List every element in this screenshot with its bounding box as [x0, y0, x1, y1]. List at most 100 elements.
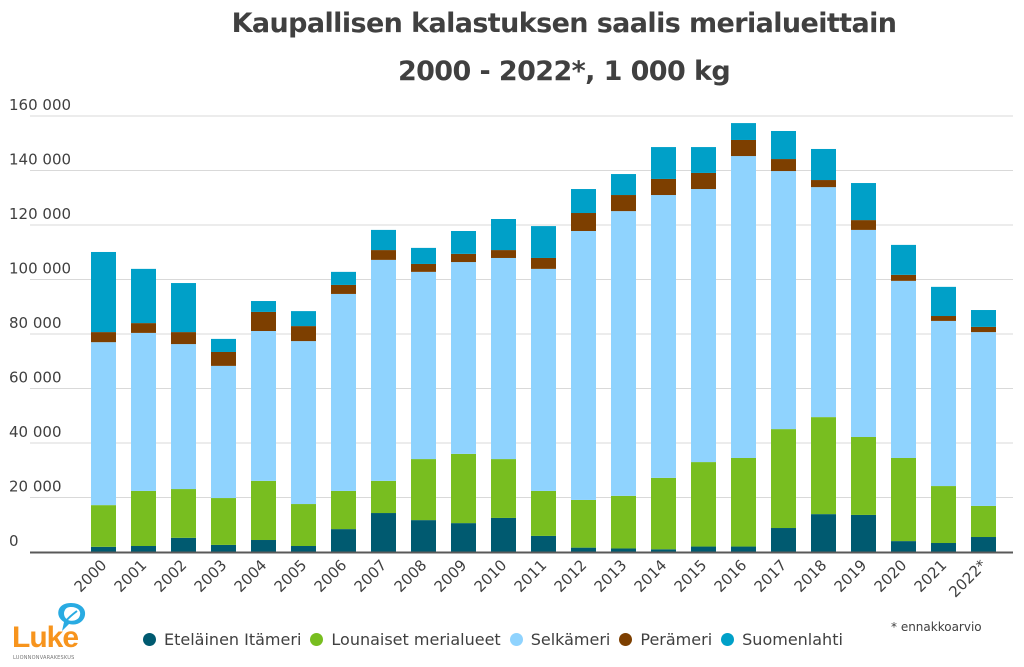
- bar-segment: [971, 332, 996, 506]
- bar-segment: [491, 219, 516, 251]
- bar-stack: [331, 271, 356, 552]
- x-tick-label: 2017: [751, 556, 791, 596]
- bar-segment: [411, 263, 436, 272]
- chart-subtitle: 2000 - 2022*, 1 000 kg: [397, 56, 731, 87]
- bar-segment: [251, 301, 276, 312]
- bar-segment: [91, 251, 116, 333]
- bar-segment: [531, 226, 556, 258]
- bar-segment: [91, 332, 116, 343]
- bar-segment: [931, 320, 956, 487]
- bar-stack: [611, 174, 636, 552]
- bar-segment: [171, 537, 196, 552]
- y-tick-label: 60 000: [9, 369, 62, 387]
- footnote: * ennakkoarvio: [891, 620, 982, 634]
- y-tick-label: 160 000: [9, 96, 71, 114]
- x-axis-labels: 2000 2001 2002 2003 2004 2005 2006 2007 2008 2009…: [71, 556, 991, 601]
- bar-stack: [531, 226, 556, 552]
- bar-segment: [611, 495, 636, 549]
- y-tick-label: 140 000: [9, 151, 71, 169]
- bar-segment: [91, 505, 116, 547]
- bar-segment: [731, 123, 756, 140]
- bar-stack: [851, 183, 876, 552]
- bar-segment: [851, 229, 876, 438]
- y-tick-label: 20 000: [9, 478, 62, 496]
- bar-stack: [491, 219, 516, 552]
- bar-segment: [531, 257, 556, 269]
- bar-segment: [651, 549, 676, 552]
- y-tick-label: 100 000: [9, 260, 71, 278]
- x-tick-label: 2006: [311, 556, 351, 596]
- gridlines: [30, 115, 1013, 498]
- bar-segment: [651, 477, 676, 550]
- bar-segment: [371, 259, 396, 481]
- bar-segment: [451, 523, 476, 552]
- bar-segment: [131, 490, 156, 547]
- x-tick-label: 2019: [831, 556, 871, 596]
- legend-swatch: [721, 633, 735, 646]
- bar-stack: [571, 189, 596, 552]
- bar-stack: [291, 311, 316, 552]
- bar-segment: [411, 247, 436, 264]
- x-tick-label: 2007: [351, 556, 391, 596]
- bar-segment: [931, 286, 956, 317]
- bar-stack: [371, 229, 396, 552]
- bar-segment: [771, 171, 796, 430]
- legend-label: Selkämeri: [530, 630, 611, 649]
- bar-segment: [851, 220, 876, 230]
- bar-segment: [891, 280, 916, 458]
- bar-segment: [211, 338, 236, 352]
- bar-stack: [251, 301, 276, 552]
- x-tick-label: 2010: [471, 556, 511, 596]
- bar-segment: [571, 230, 596, 500]
- y-tick-label: 120 000: [9, 205, 71, 223]
- x-tick-label: 2004: [231, 556, 271, 596]
- bar-segment: [731, 156, 756, 458]
- bar-stack: [971, 310, 996, 552]
- bar-segment: [531, 490, 556, 536]
- y-tick-label: 0: [9, 532, 19, 550]
- bar-segment: [451, 262, 476, 454]
- bar-segment: [571, 547, 596, 552]
- luke-logo: Luke LUONNONVARAKESKUS: [10, 600, 90, 662]
- x-tick-label: 2003: [191, 556, 231, 596]
- bar-segment: [611, 195, 636, 212]
- bar-segment: [451, 453, 476, 524]
- bar-segment: [291, 311, 316, 327]
- bar-stack: [731, 123, 756, 552]
- y-tick-label: 80 000: [9, 314, 62, 332]
- bar-segment: [411, 520, 436, 552]
- bar-segment: [491, 250, 516, 258]
- bar-stack: [811, 148, 836, 552]
- bar-segment: [331, 284, 356, 294]
- bar-segment: [291, 546, 316, 552]
- bar-segment: [331, 293, 356, 491]
- bar-segment: [291, 341, 316, 505]
- bar-stack: [411, 247, 436, 552]
- bar-segment: [731, 457, 756, 547]
- bar-segment: [291, 504, 316, 547]
- bar-segment: [971, 326, 996, 333]
- bar-segment: [851, 514, 876, 552]
- legend-swatch: [310, 633, 324, 646]
- bar-segment: [171, 344, 196, 490]
- bar-segment: [371, 513, 396, 552]
- bar-segment: [771, 429, 796, 529]
- legend-item: Lounaiset merialueet: [310, 630, 501, 649]
- bar-segment: [571, 189, 596, 214]
- bar-stack: [211, 338, 236, 552]
- x-tick-label: 2005: [271, 556, 311, 596]
- x-tick-label: 2020: [871, 556, 911, 596]
- legend-item: Perämeri: [619, 630, 712, 649]
- bar-segment: [571, 213, 596, 231]
- logo-subtitle: LUONNONVARAKESKUS: [13, 655, 75, 661]
- bar-segment: [251, 480, 276, 541]
- bar-segment: [251, 331, 276, 481]
- bar-segment: [531, 268, 556, 491]
- bar-stack: [131, 268, 156, 552]
- bar-segment: [331, 271, 356, 285]
- x-tick-label: 2013: [591, 556, 631, 596]
- bar-segment: [131, 332, 156, 491]
- x-tick-label: 2008: [391, 556, 431, 596]
- bar-segment: [971, 310, 996, 327]
- x-tick-label: 2015: [671, 556, 711, 596]
